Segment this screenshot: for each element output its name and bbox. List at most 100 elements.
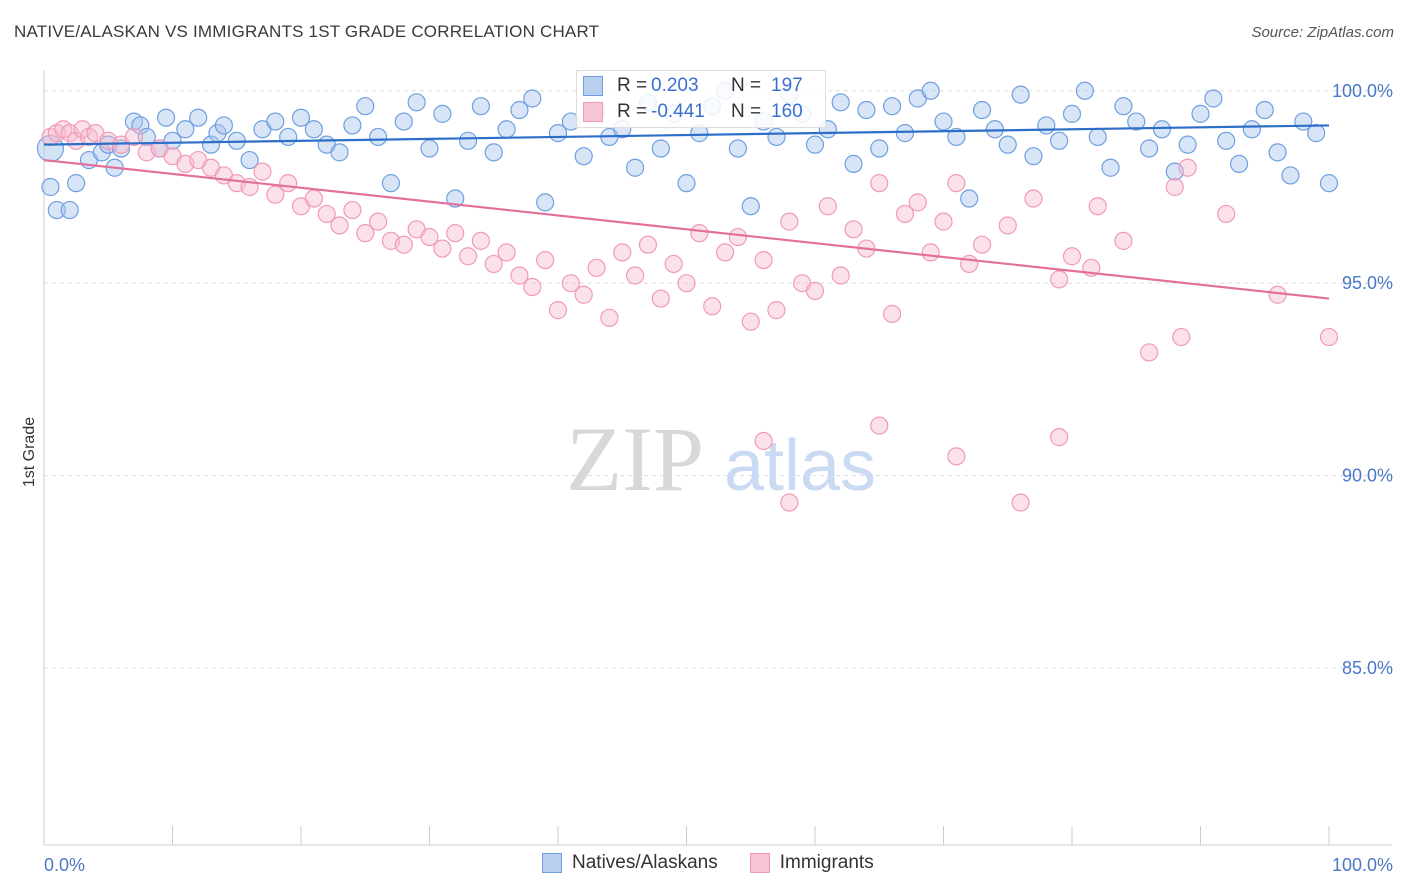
native-point — [510, 100, 529, 120]
immigrant-point — [536, 250, 555, 270]
immigrant-point — [420, 227, 439, 247]
immigrant-point — [972, 235, 992, 254]
native-point — [131, 116, 150, 135]
native-point — [446, 189, 465, 208]
native-point — [176, 120, 195, 139]
native-point — [67, 174, 86, 193]
native-point — [651, 139, 670, 158]
legend-item-natives[interactable]: Natives/Alaskans — [542, 852, 718, 874]
immigrant-point — [638, 235, 658, 254]
watermark-atlas: atlas — [724, 426, 876, 506]
immigrant-point — [882, 304, 902, 324]
x-tick-labels: 0.0% 100.0% — [44, 855, 1393, 875]
native-point — [882, 97, 902, 116]
legend-r-value: -0.441 — [651, 101, 705, 122]
immigrant-point — [947, 447, 966, 466]
native-point — [484, 143, 503, 162]
native-point — [831, 93, 850, 112]
native-point — [677, 174, 696, 193]
immigrant-point — [754, 431, 773, 451]
immigrant-point — [831, 266, 850, 285]
native-point — [240, 150, 259, 170]
immigrant-point — [1011, 493, 1030, 512]
immigrant-point — [664, 254, 683, 274]
immigrant-point — [934, 212, 953, 231]
native-point — [857, 100, 876, 120]
legend-r-label: R = — [617, 75, 648, 96]
native-point — [156, 108, 176, 127]
immigrant-point — [317, 204, 336, 224]
immigrant-point — [677, 274, 696, 293]
immigrant-point — [304, 189, 323, 208]
immigrant-point — [870, 174, 889, 193]
native-point — [1178, 135, 1197, 154]
immigrant-point — [561, 274, 580, 293]
native-point — [381, 174, 401, 193]
stats-legend: R = 0.203 N = 197 R = -0.441 N = 160 — [576, 70, 826, 128]
immigrant-point — [510, 266, 529, 285]
immigrant-point — [754, 250, 773, 270]
native-point — [805, 135, 825, 154]
immigrant-point — [715, 243, 735, 262]
native-point — [189, 108, 208, 127]
native-point — [934, 112, 953, 131]
native-point — [497, 120, 516, 139]
chart-title: NATIVE/ALASKAN VS IMMIGRANTS 1ST GRADE C… — [14, 22, 600, 41]
immigrant-point — [1062, 247, 1082, 266]
series-immigrants-points — [41, 120, 1339, 512]
native-point — [1217, 131, 1236, 150]
native-point — [1088, 127, 1107, 147]
native-point — [41, 177, 60, 197]
immigrant-point — [574, 285, 593, 304]
legend-item-immigrants[interactable]: Immigrants — [749, 852, 874, 874]
immigrant-point — [369, 212, 388, 231]
native-point — [1307, 124, 1326, 143]
native-point — [1139, 139, 1159, 158]
native-point — [1152, 120, 1172, 139]
native-point — [1255, 100, 1274, 120]
immigrant-point — [960, 254, 979, 274]
native-point — [420, 139, 439, 158]
native-point — [1075, 81, 1094, 100]
legend-swatch-pink — [749, 853, 770, 873]
native-point — [394, 112, 413, 131]
immigrant-point — [266, 185, 285, 204]
legend-swatch-pink — [583, 102, 603, 122]
immigrant-point — [947, 174, 966, 193]
immigrant-point — [651, 289, 670, 308]
immigrant-point — [625, 266, 645, 285]
legend-row-natives: R = 0.203 N = 197 — [577, 73, 851, 99]
immigrant-point — [998, 216, 1017, 235]
native-point — [947, 127, 966, 147]
native-point — [369, 127, 388, 147]
native-point — [279, 127, 298, 147]
native-point — [266, 112, 285, 131]
immigrant-point — [1114, 231, 1133, 250]
native-point — [1204, 89, 1223, 108]
y-tick-label: 100.0% — [1332, 81, 1393, 101]
legend-swatch-blue — [583, 76, 603, 96]
native-point — [1229, 154, 1249, 173]
native-point — [433, 104, 452, 123]
legend-label-immigrants: Immigrants — [779, 852, 874, 873]
y-tick-labels: 85.0% 90.0% 95.0% 100.0% — [1332, 81, 1393, 678]
native-point — [895, 124, 915, 143]
native-point — [458, 131, 478, 150]
trend-line-immigrants — [43, 158, 1330, 300]
immigrant-point — [613, 243, 632, 262]
native-point — [471, 97, 490, 116]
immigrant-point — [523, 277, 542, 297]
native-point — [1268, 143, 1287, 162]
native-point — [304, 120, 323, 139]
series-legend: Natives/Alaskans Immigrants — [542, 852, 906, 874]
immigrant-point — [394, 235, 413, 254]
immigrant-point — [1050, 270, 1069, 289]
native-point — [201, 135, 221, 154]
immigrant-point — [1088, 197, 1107, 216]
trend-lines — [43, 124, 1330, 300]
immigrant-point — [895, 204, 915, 224]
native-point — [60, 200, 79, 220]
legend-n-label: N = — [731, 75, 762, 96]
native-point — [844, 154, 863, 173]
